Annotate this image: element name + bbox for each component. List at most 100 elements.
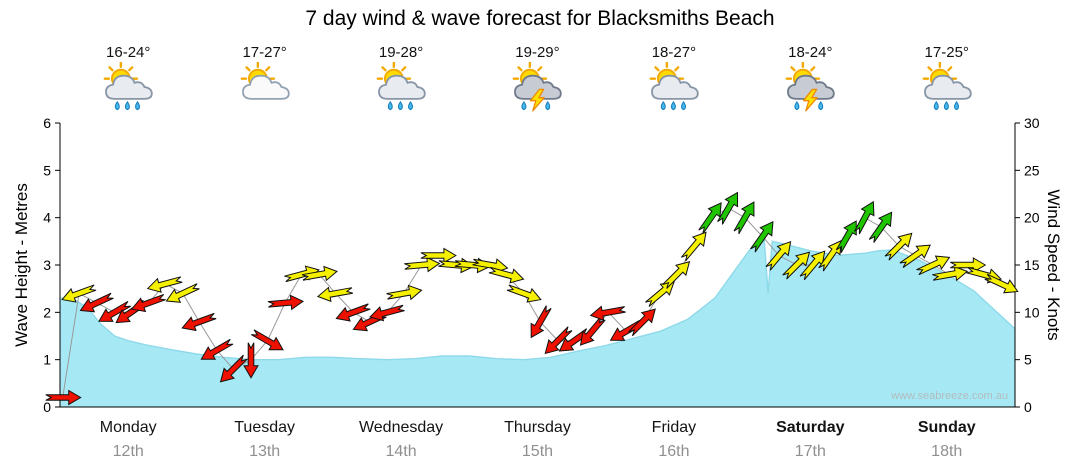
- wind-arrow: [506, 284, 542, 303]
- wave-tick-label: 4: [43, 210, 51, 226]
- wind-arrow: [835, 220, 857, 253]
- day-name: Tuesday: [234, 419, 296, 436]
- cloud-glyph: [105, 74, 153, 100]
- wind-tick-label: 30: [1024, 115, 1040, 131]
- wind-tick-label: 10: [1024, 304, 1040, 320]
- lightning-glyph: [803, 88, 819, 112]
- wind-arrow: [782, 251, 811, 280]
- raindrop-glyph: [521, 100, 527, 111]
- wind-arrow: [733, 201, 755, 235]
- raindrop-glyph: [660, 100, 666, 111]
- day-label: Tuesday 13th: [196, 417, 332, 464]
- wind-arrow: [984, 273, 1019, 294]
- weather-icon: [60, 61, 196, 116]
- lightning-glyph: [530, 88, 546, 112]
- wind-arrow: [662, 261, 691, 289]
- wave-tick-label: 0: [43, 399, 51, 415]
- showers-icon: [922, 61, 972, 111]
- wind-arrow: [369, 304, 405, 322]
- wind-arrow: [316, 286, 353, 303]
- day-date: 13th: [249, 443, 281, 460]
- showers-icon: [649, 61, 699, 111]
- day-name: Thursday: [504, 419, 571, 436]
- wind-arrow: [765, 240, 792, 271]
- weather-icon-row: [60, 61, 1015, 116]
- temp-range: 17-25°: [924, 44, 969, 61]
- wind-arrow: [386, 284, 423, 301]
- weather-icon: [606, 61, 742, 116]
- temp-range: 17-27°: [242, 44, 287, 61]
- day-date: 16th: [658, 443, 690, 460]
- wave-height-line: [59, 235, 1016, 361]
- raindrop-glyph: [933, 100, 939, 111]
- watermark: www.seabreeze.com.au: [891, 390, 1008, 402]
- wind-arrow: [899, 244, 931, 268]
- raindrop-glyph: [818, 100, 824, 111]
- raindrop-glyph: [387, 100, 393, 111]
- wind-arrow: [818, 239, 842, 272]
- showers-icon: [103, 61, 153, 111]
- wind-tick-label: 5: [1024, 352, 1032, 368]
- wind-tick-label: 0: [1024, 399, 1032, 415]
- cloud-glyph: [923, 74, 972, 100]
- wind-arrow: [579, 316, 606, 346]
- wind-arrow: [79, 292, 114, 313]
- temp-range: 18-24°: [788, 44, 833, 61]
- day-label: Wednesday 14th: [333, 417, 469, 464]
- cloud-glyph: [241, 74, 290, 100]
- storm-icon: [785, 61, 836, 112]
- weather-icon: [196, 61, 332, 116]
- weather-icon: [469, 61, 605, 116]
- wave-tick-label: 5: [43, 162, 51, 178]
- storm-icon: [513, 61, 563, 112]
- wind-arrow: [868, 211, 893, 243]
- day-date: 14th: [385, 443, 417, 460]
- wind-arrow: [916, 255, 951, 276]
- wind-tick-label: 15: [1024, 257, 1040, 273]
- cloud-glyph: [650, 74, 699, 100]
- temp-range: 16-24°: [106, 44, 151, 61]
- wind-arrow: [544, 326, 573, 355]
- day-name: Friday: [651, 419, 697, 436]
- wind-arrow: [251, 329, 284, 351]
- wind-arrow: [530, 305, 552, 339]
- wind-arrow: [589, 305, 626, 322]
- wave-tick-label: 3: [43, 257, 51, 273]
- day-label-row: Monday 12th Tuesday 13th Wednesday 14th …: [60, 417, 1015, 464]
- wind-arrow: [717, 191, 739, 225]
- weather-icon: [879, 61, 1015, 116]
- wind-speed-axis-label: Wind Speed - Knots: [1044, 189, 1063, 341]
- wind-arrow: [680, 231, 707, 262]
- day-date: 15th: [521, 443, 554, 460]
- wind-arrow: [146, 276, 183, 293]
- wind-arrow: [488, 266, 525, 284]
- wind-arrow: [98, 300, 131, 322]
- wind-arrow: [750, 221, 774, 253]
- wind-arrow: [420, 247, 457, 264]
- temp-range: 18-27°: [651, 44, 697, 61]
- partly-icon: [240, 61, 290, 100]
- day-label: Friday 16th: [606, 417, 742, 464]
- day-label: Sunday 18th: [879, 417, 1015, 464]
- cloud-glyph: [514, 74, 563, 100]
- wind-arrow: [301, 265, 338, 282]
- raindrop-glyph: [397, 100, 403, 111]
- day-name: Wednesday: [358, 419, 444, 436]
- raindrop-glyph: [408, 100, 414, 111]
- day-name: Saturday: [776, 419, 845, 436]
- wind-arrow: [267, 294, 305, 311]
- wave-height-axis-label: Wave Height - Metres: [12, 183, 31, 347]
- raindrop-glyph: [135, 100, 141, 111]
- cloud-glyph: [787, 74, 836, 100]
- day-date: 18th: [931, 443, 963, 460]
- wind-arrow: [200, 338, 234, 360]
- wind-arrow: [243, 342, 259, 379]
- wind-arrow: [628, 308, 656, 337]
- day-name: Sunday: [917, 419, 976, 436]
- wind-arrow: [698, 202, 722, 234]
- weather-icon: [742, 61, 878, 116]
- wind-arrow: [219, 354, 248, 383]
- wind-arrow: [884, 232, 913, 261]
